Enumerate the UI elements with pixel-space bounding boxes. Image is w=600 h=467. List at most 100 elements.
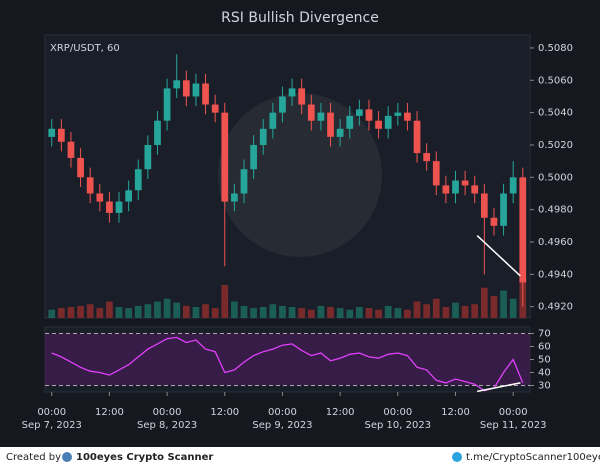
volume-bar bbox=[86, 304, 94, 318]
volume-bar bbox=[163, 298, 171, 318]
candle-body bbox=[317, 112, 325, 121]
candle-body bbox=[423, 153, 431, 162]
volume-bar bbox=[115, 307, 123, 318]
x-tick-label: 00:00 bbox=[268, 407, 297, 418]
volume-bar bbox=[173, 302, 181, 318]
volume-bar bbox=[480, 287, 488, 318]
volume-bar bbox=[279, 305, 286, 318]
candle-body bbox=[106, 201, 113, 213]
candle-body bbox=[57, 128, 65, 142]
x-tick-label: 12:00 bbox=[326, 407, 355, 418]
x-tick-label: 00:00 bbox=[383, 407, 412, 418]
y-tick-label: 0.4960 bbox=[538, 237, 573, 248]
y-tick-label: 0.5060 bbox=[538, 75, 573, 86]
x-tick-label: 00:00 bbox=[153, 407, 182, 418]
candle-body bbox=[452, 180, 459, 194]
volume-bar bbox=[413, 301, 421, 318]
candle-body bbox=[346, 115, 354, 129]
volume-bar bbox=[134, 305, 142, 318]
volume-bar bbox=[500, 290, 507, 318]
x-tick-label: 12:00 bbox=[95, 407, 124, 418]
candle-body bbox=[490, 217, 498, 226]
candle-body bbox=[259, 128, 267, 145]
volume-bar bbox=[96, 308, 104, 318]
volume-bar bbox=[404, 309, 411, 318]
candle-body bbox=[211, 104, 219, 113]
candle-body bbox=[509, 177, 517, 194]
y-tick-label: 0.5080 bbox=[538, 43, 573, 54]
candle-body bbox=[375, 120, 382, 129]
candle-body bbox=[67, 141, 75, 158]
candle-body bbox=[394, 112, 402, 116]
candle-body bbox=[221, 112, 229, 202]
y-tick-label: 60 bbox=[538, 342, 551, 353]
divergence-line bbox=[476, 382, 521, 393]
volume-bar bbox=[375, 309, 382, 318]
y-tick-label: 40 bbox=[538, 368, 551, 379]
candle-body bbox=[471, 185, 479, 194]
candle-body bbox=[125, 190, 133, 202]
candle-body bbox=[231, 193, 238, 202]
x-tick-label: 00:00 bbox=[37, 407, 66, 418]
volume-bar bbox=[182, 305, 190, 318]
y-tick-label: 0.5000 bbox=[538, 172, 573, 183]
candle-body bbox=[298, 88, 306, 105]
volume-bar bbox=[269, 304, 277, 318]
volume-bar bbox=[327, 307, 334, 318]
volume-bar bbox=[77, 305, 84, 318]
candle-body bbox=[182, 80, 190, 97]
candle-body bbox=[115, 201, 123, 213]
candle-body bbox=[144, 144, 152, 170]
volume-bar bbox=[346, 309, 354, 318]
candle-body bbox=[96, 193, 104, 202]
telegram-icon bbox=[452, 452, 462, 462]
volume-bar bbox=[423, 304, 431, 318]
y-tick-label: 0.5040 bbox=[538, 108, 573, 119]
x-tick-label: 12:00 bbox=[210, 407, 239, 418]
candle-body bbox=[77, 157, 84, 178]
volume-bar bbox=[461, 305, 469, 318]
volume-bar bbox=[442, 307, 450, 318]
x-tick-date: Sep 7, 2023 bbox=[22, 420, 82, 431]
footer-created: Created by bbox=[6, 452, 61, 463]
footer-telegram[interactable]: t.me/CryptoScanner100eyes bbox=[466, 452, 600, 463]
volume-bar bbox=[259, 307, 267, 318]
volume-bar bbox=[471, 304, 479, 318]
volume-bar bbox=[144, 304, 152, 318]
y-tick-label: 30 bbox=[538, 381, 551, 392]
x-tick-label: 00:00 bbox=[499, 407, 528, 418]
volume-bar bbox=[192, 307, 200, 318]
x-tick-label: 12:00 bbox=[441, 407, 470, 418]
candle-body bbox=[500, 193, 507, 226]
volume-bar bbox=[452, 302, 459, 318]
volume-bar bbox=[240, 305, 248, 318]
volume-bar bbox=[317, 305, 325, 318]
candle-body bbox=[404, 112, 411, 121]
candle-body bbox=[288, 88, 296, 97]
x-tick-date: Sep 9, 2023 bbox=[252, 420, 312, 431]
volume-bar bbox=[231, 301, 238, 318]
divergence-line bbox=[476, 234, 521, 277]
rsi-band bbox=[45, 333, 530, 386]
candle-body bbox=[442, 185, 450, 194]
x-tick-date: Sep 11, 2023 bbox=[480, 420, 547, 431]
volume-bar bbox=[57, 308, 65, 318]
candle-body bbox=[250, 144, 257, 170]
footer-brand[interactable]: 100eyes Crypto Scanner bbox=[76, 452, 213, 463]
candle-body bbox=[384, 115, 392, 129]
y-tick-label: 0.4940 bbox=[538, 269, 573, 280]
volume-bar bbox=[106, 301, 113, 318]
chart-title: RSI Bullish Divergence bbox=[221, 10, 379, 26]
candle-body bbox=[173, 80, 181, 89]
candle-body bbox=[48, 128, 56, 137]
candle-body bbox=[327, 112, 334, 137]
candle-body bbox=[519, 177, 527, 283]
candle-body bbox=[163, 88, 171, 121]
volume-bar bbox=[490, 296, 498, 318]
x-tick-date: Sep 10, 2023 bbox=[365, 420, 432, 431]
candle-body bbox=[154, 120, 161, 145]
volume-bar bbox=[336, 308, 344, 318]
volume-bar bbox=[125, 308, 133, 318]
candle-body bbox=[307, 104, 315, 121]
